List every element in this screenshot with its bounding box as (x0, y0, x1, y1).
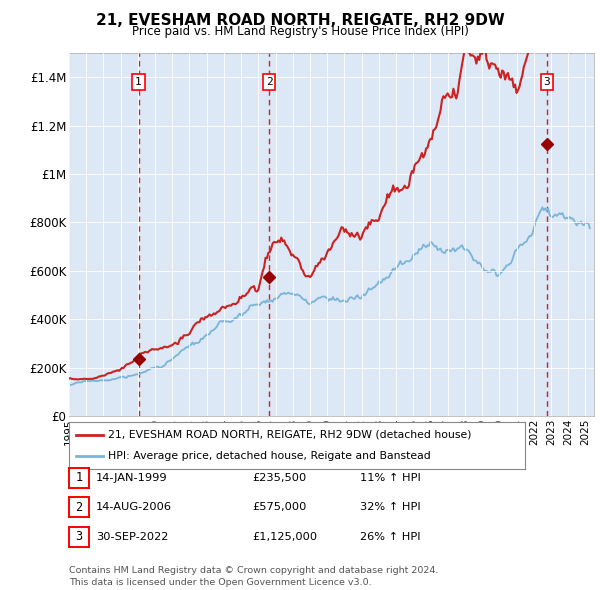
Text: 2: 2 (76, 501, 82, 514)
Text: 21, EVESHAM ROAD NORTH, REIGATE, RH2 9DW: 21, EVESHAM ROAD NORTH, REIGATE, RH2 9DW (95, 13, 505, 28)
Text: 3: 3 (76, 530, 82, 543)
Text: 14-JAN-1999: 14-JAN-1999 (96, 473, 167, 483)
Text: 26% ↑ HPI: 26% ↑ HPI (360, 532, 421, 542)
Text: 3: 3 (543, 77, 550, 87)
Text: HPI: Average price, detached house, Reigate and Banstead: HPI: Average price, detached house, Reig… (108, 451, 431, 461)
Text: 14-AUG-2006: 14-AUG-2006 (96, 503, 172, 512)
Text: 1: 1 (135, 77, 142, 87)
Text: 2: 2 (266, 77, 272, 87)
Text: £235,500: £235,500 (252, 473, 306, 483)
Text: 1: 1 (76, 471, 82, 484)
Text: 11% ↑ HPI: 11% ↑ HPI (360, 473, 421, 483)
Text: 32% ↑ HPI: 32% ↑ HPI (360, 503, 421, 512)
Text: 30-SEP-2022: 30-SEP-2022 (96, 532, 169, 542)
Text: 21, EVESHAM ROAD NORTH, REIGATE, RH2 9DW (detached house): 21, EVESHAM ROAD NORTH, REIGATE, RH2 9DW… (108, 430, 471, 440)
Text: £1,125,000: £1,125,000 (252, 532, 317, 542)
Text: Contains HM Land Registry data © Crown copyright and database right 2024.
This d: Contains HM Land Registry data © Crown c… (69, 566, 439, 587)
Text: £575,000: £575,000 (252, 503, 307, 512)
Text: Price paid vs. HM Land Registry's House Price Index (HPI): Price paid vs. HM Land Registry's House … (131, 25, 469, 38)
